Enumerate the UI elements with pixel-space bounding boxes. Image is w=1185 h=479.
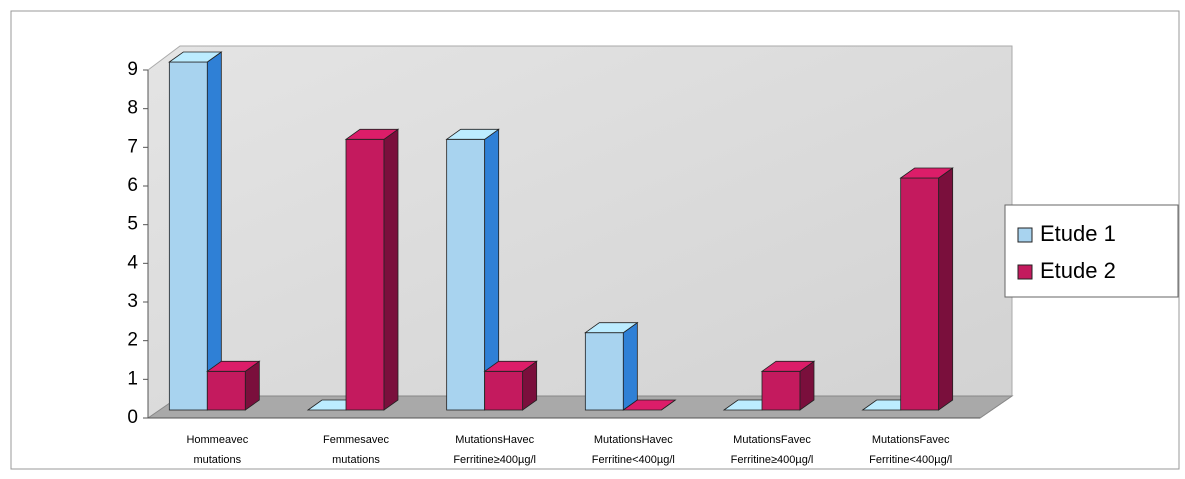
bar-front xyxy=(345,138,385,411)
legend-box xyxy=(1004,204,1179,298)
x-tick-label: Ferritine<400µg/l xyxy=(869,454,952,466)
x-tick-label: MutationsFavec xyxy=(733,434,811,446)
x-tick-label: Ferritine≥400µg/l xyxy=(453,454,536,466)
bar xyxy=(445,128,500,411)
y-tick-label: 6 xyxy=(127,175,138,196)
y-tick-label: 1 xyxy=(127,368,138,389)
y-tick-label: 0 xyxy=(127,407,138,428)
bar-front xyxy=(206,370,246,411)
bar xyxy=(344,128,400,411)
legend-label: Etude 1 xyxy=(1040,221,1116,246)
legend-label: Etude 2 xyxy=(1040,258,1116,283)
bar-side xyxy=(938,167,954,411)
y-tick-label: 7 xyxy=(127,136,138,157)
x-tick-label: Femmesavec xyxy=(323,434,390,446)
back-wall xyxy=(147,45,1013,419)
x-tick-label: Hommeavec xyxy=(186,434,248,446)
bar-top xyxy=(344,128,400,140)
legend-swatch xyxy=(1017,227,1033,243)
y-tick-label: 3 xyxy=(127,291,138,312)
bar-top xyxy=(584,322,639,334)
bar-top xyxy=(760,360,816,372)
x-tick-label: MutationsFavec xyxy=(872,434,950,446)
x-tick-label: mutations xyxy=(193,454,241,466)
bar-front xyxy=(168,61,208,411)
bar-top xyxy=(899,167,954,179)
bar-front xyxy=(584,332,624,411)
bar-top xyxy=(622,399,677,411)
bar xyxy=(899,167,954,411)
x-tick-label: MutationsHavec xyxy=(594,434,673,446)
bar-top xyxy=(483,360,538,372)
bar-side xyxy=(206,51,222,411)
bar-top xyxy=(206,360,261,372)
y-tick-label: 8 xyxy=(127,98,138,119)
bar xyxy=(483,360,538,411)
bar-side xyxy=(622,321,638,411)
y-tick-label: 9 xyxy=(127,59,138,80)
bar-side xyxy=(383,128,399,411)
bar xyxy=(206,360,261,411)
x-tick-label: mutations xyxy=(332,454,380,466)
x-tick-label: MutationsHavec xyxy=(455,434,534,446)
y-tick-label: 5 xyxy=(127,214,138,235)
bar xyxy=(584,321,639,411)
bar-front xyxy=(761,370,801,411)
bar-top xyxy=(168,51,223,63)
bar xyxy=(760,360,816,411)
bar-top xyxy=(445,128,500,140)
bar xyxy=(168,51,223,411)
x-tick-label: Ferritine<400µg/l xyxy=(592,454,675,466)
y-tick-label: 4 xyxy=(127,252,138,273)
legend-swatch xyxy=(1017,264,1033,280)
x-tick-label: Ferritine≥400µg/l xyxy=(731,454,814,466)
bar-front xyxy=(446,138,486,411)
bar-front xyxy=(484,370,524,411)
bar-front xyxy=(900,177,940,411)
y-tick-label: 2 xyxy=(127,330,138,351)
bar xyxy=(622,399,677,411)
